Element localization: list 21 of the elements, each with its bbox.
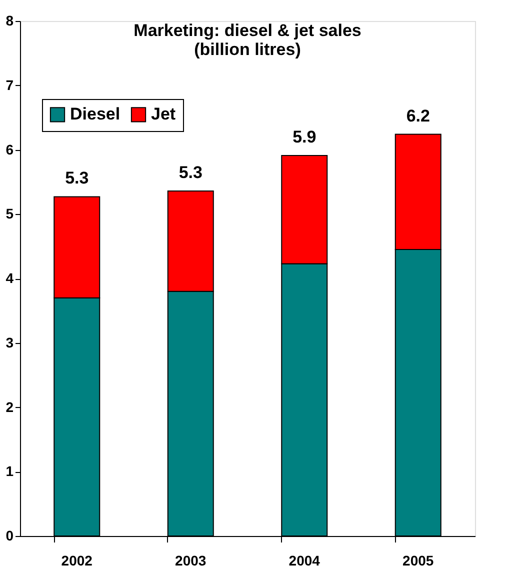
total-label: 5.3 <box>178 162 202 182</box>
text: (billion litres) <box>194 40 301 59</box>
y-tick-label: 4 <box>6 270 14 286</box>
y-tick-label: 8 <box>6 12 14 28</box>
y-tick-label: 6 <box>6 141 14 158</box>
y-tick-label: 0 <box>6 528 14 544</box>
y-tick-label: 3 <box>6 334 14 350</box>
x-tick-label: 2004 <box>288 552 320 568</box>
chart-title: Marketing: diesel & jet sales <box>134 21 362 40</box>
y-tick-label: 2 <box>6 398 14 415</box>
x-tick-label: 2002 <box>61 552 93 568</box>
x-tick-label: 2005 <box>402 552 434 568</box>
y-tick-label: 5 <box>6 206 14 222</box>
legend-label: Jet <box>151 104 176 124</box>
y-tick-label: 1 <box>6 463 14 480</box>
x-tick-label: 2003 <box>175 552 206 568</box>
total-label: 5.9 <box>292 128 316 147</box>
total-label: 5.3 <box>65 168 89 188</box>
y-tick-label: 7 <box>6 76 14 93</box>
legend-label: Diesel <box>70 104 120 124</box>
total-label: 6.2 <box>406 106 430 126</box>
